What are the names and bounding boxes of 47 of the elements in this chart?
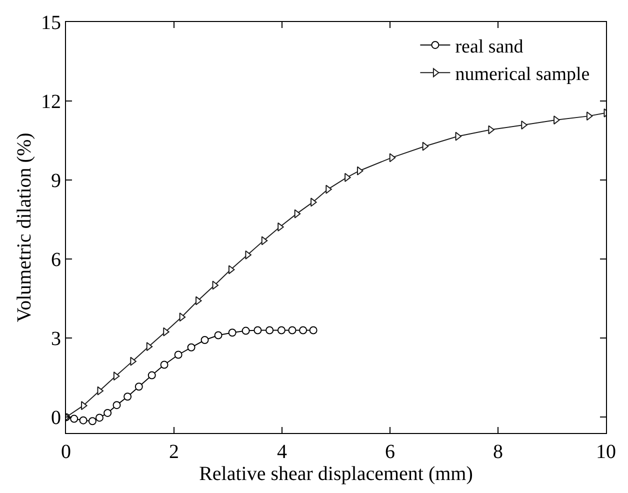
point [179, 312, 186, 322]
point [88, 417, 96, 426]
y-tick-label: 15 [41, 12, 61, 34]
point [95, 414, 104, 422]
point [228, 328, 236, 337]
point [134, 382, 143, 391]
point [228, 265, 235, 274]
y-tick-label: 12 [41, 91, 61, 114]
x-tick-label: 6 [385, 441, 395, 463]
point [389, 153, 396, 162]
point [288, 326, 296, 334]
legend-label: numerical sample [455, 64, 590, 86]
point [112, 401, 121, 410]
point [174, 350, 182, 359]
x-axis-title: Relative shear displacement (mm) [199, 463, 473, 485]
point [148, 371, 156, 380]
point [586, 112, 593, 121]
point [113, 372, 120, 381]
x-tick-label: 4 [277, 441, 287, 463]
y-tick-label: 3 [51, 328, 61, 350]
y-tick-label: 0 [51, 407, 61, 430]
point [356, 166, 364, 176]
point [124, 392, 132, 401]
x-tick-label: 2 [169, 441, 179, 463]
point [104, 408, 112, 417]
point [200, 336, 209, 344]
point [70, 414, 78, 423]
y-tick-label: 6 [51, 249, 61, 272]
point [160, 360, 168, 369]
y-tick-label: 9 [51, 170, 61, 192]
point [294, 209, 301, 218]
x-tick-label: 10 [596, 441, 616, 463]
point [277, 326, 286, 334]
point [214, 331, 222, 340]
point [422, 142, 429, 151]
point [266, 326, 274, 334]
point [146, 342, 153, 352]
point [187, 343, 196, 352]
point [242, 326, 250, 335]
point [299, 326, 308, 334]
point [254, 326, 262, 334]
point [79, 416, 88, 424]
point [309, 326, 318, 334]
legend-label: real sand [455, 36, 524, 58]
x-tick-label: 8 [493, 441, 503, 463]
y-axis-title: Volumetric dilation (%) [14, 132, 36, 322]
point [261, 236, 268, 246]
